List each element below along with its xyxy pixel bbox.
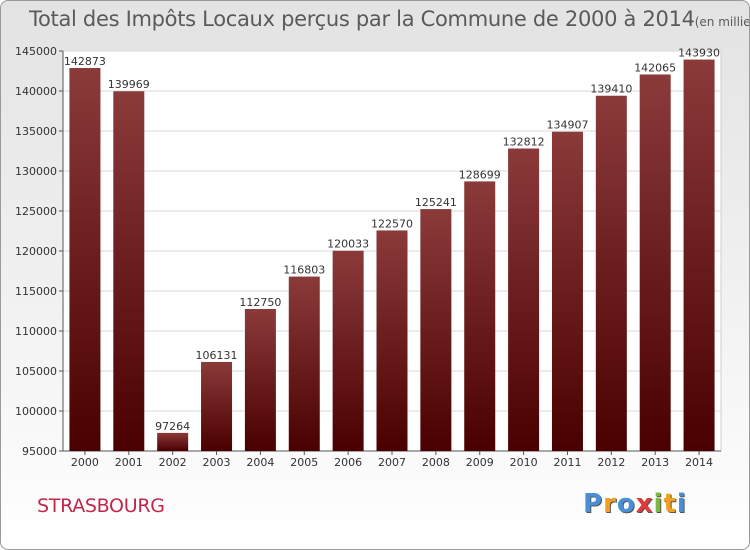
commune-name: STRASBOURG <box>37 495 165 517</box>
data-label: 139410 <box>590 83 632 96</box>
logo-letter: o <box>616 489 636 519</box>
logo-letter: P <box>583 489 604 519</box>
bar <box>464 181 496 451</box>
bar <box>595 95 627 451</box>
data-label: 116803 <box>283 264 325 277</box>
y-tick-label: 115000 <box>15 285 57 298</box>
y-tick-label: 105000 <box>15 365 57 378</box>
x-tick-label: 2007 <box>378 456 406 469</box>
y-tick-label: 120000 <box>15 245 57 258</box>
bar <box>508 148 540 451</box>
bar <box>69 68 101 452</box>
x-tick-label: 2001 <box>115 456 143 469</box>
bar <box>332 250 364 451</box>
logo-letter: t <box>663 489 677 519</box>
data-label: 106131 <box>196 349 238 362</box>
x-tick-label: 2000 <box>71 456 99 469</box>
x-tick-label: 2010 <box>510 456 538 469</box>
data-label: 134907 <box>546 119 588 132</box>
x-tick-label: 2014 <box>685 456 713 469</box>
data-label: 132812 <box>503 136 545 149</box>
y-tick-label: 95000 <box>22 445 57 458</box>
data-label: 122570 <box>371 217 413 230</box>
chart-title: Total des Impôts Locaux perçus par la Co… <box>29 7 750 31</box>
data-label: 125241 <box>415 196 457 209</box>
y-tick-label: 140000 <box>15 85 57 98</box>
logo-letter: x <box>635 489 654 519</box>
y-tick-label: 110000 <box>15 325 57 338</box>
bar <box>113 91 145 452</box>
y-tick-label: 145000 <box>15 45 57 58</box>
chart-title-unit: (en milliers d'€) <box>694 15 750 29</box>
bar <box>376 230 408 451</box>
x-tick-label: 2009 <box>466 456 494 469</box>
data-label: 143930 <box>678 47 720 60</box>
x-tick-label: 2008 <box>422 456 450 469</box>
logo-letter: r <box>603 489 617 519</box>
x-tick-label: 2005 <box>290 456 318 469</box>
bar <box>157 432 189 451</box>
data-label: 120033 <box>327 238 369 251</box>
data-label: 112750 <box>239 296 281 309</box>
x-tick-label: 2004 <box>246 456 274 469</box>
x-tick-label: 2006 <box>334 456 362 469</box>
x-tick-label: 2011 <box>553 456 581 469</box>
x-tick-label: 2012 <box>597 456 625 469</box>
y-tick-label: 100000 <box>15 405 57 418</box>
data-label: 97264 <box>155 420 190 433</box>
data-label: 142873 <box>64 55 106 68</box>
data-label: 139969 <box>108 78 150 91</box>
data-label: 142065 <box>634 61 676 74</box>
bar <box>639 74 671 451</box>
bar <box>201 361 233 451</box>
bar <box>551 131 583 451</box>
logo-letter: i <box>676 489 687 519</box>
bar <box>244 309 276 451</box>
x-tick-label: 2013 <box>641 456 669 469</box>
bar <box>683 59 715 452</box>
x-tick-label: 2003 <box>203 456 231 469</box>
proxiti-logo: Proxiti <box>583 489 687 519</box>
bar <box>420 209 452 451</box>
y-tick-label: 135000 <box>15 125 57 138</box>
y-tick-label: 125000 <box>15 205 57 218</box>
x-tick-label: 2002 <box>159 456 187 469</box>
bar <box>288 276 320 451</box>
chart-title-text: Total des Impôts Locaux perçus par la Co… <box>29 7 695 31</box>
data-label: 128699 <box>459 168 501 181</box>
y-tick-label: 130000 <box>15 165 57 178</box>
logo-letter: i <box>653 489 664 519</box>
